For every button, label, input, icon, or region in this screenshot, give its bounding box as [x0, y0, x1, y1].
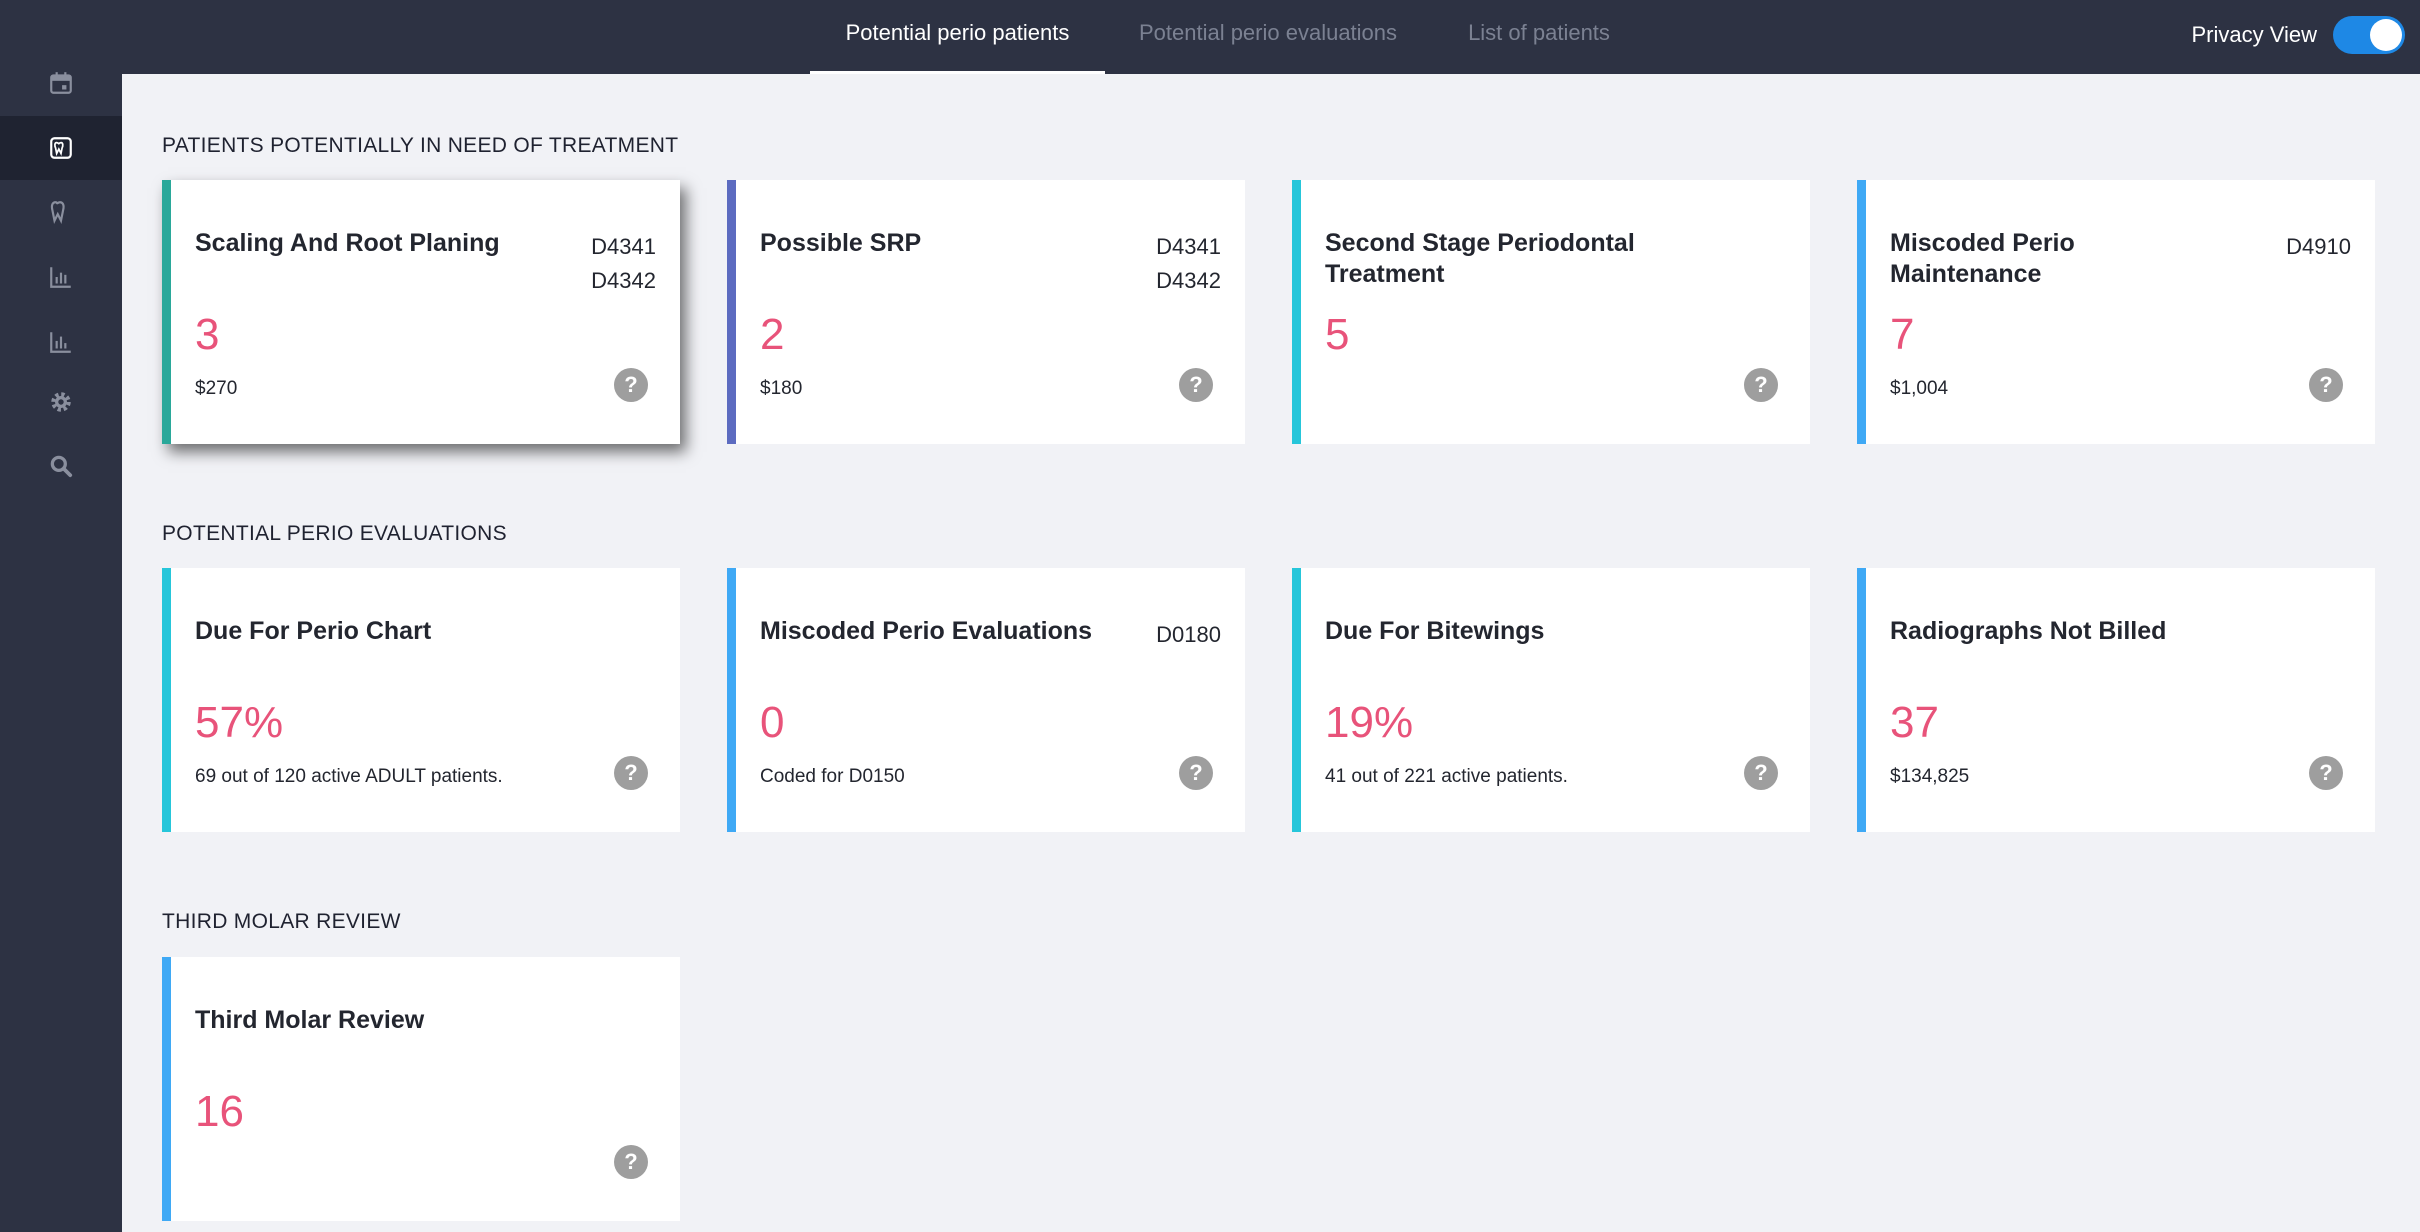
card-subtext: $134,825 — [1890, 766, 1970, 787]
card-subtext: 69 out of 120 active ADULT patients. — [195, 766, 503, 787]
procedure-code: D4342 — [1156, 268, 1221, 293]
help-icon[interactable]: ? — [614, 756, 648, 790]
section-title-treatment: PATIENTS POTENTIALLY IN NEED OF TREATMEN… — [162, 134, 679, 157]
tooth-chart-icon — [50, 137, 72, 159]
card-due-for-perio-chart[interactable]: Due For Perio Chart 57% 69 out of 120 ac… — [162, 568, 680, 832]
sidebar-item-search[interactable] — [0, 434, 122, 498]
card-scaling-root-planing[interactable]: Scaling And Root Planing D4341 D4342 3 $… — [162, 180, 680, 444]
sidebar-item-tooth[interactable] — [0, 180, 122, 244]
help-icon[interactable]: ? — [2309, 368, 2343, 402]
toggle-knob — [2370, 19, 2402, 51]
search-icon — [50, 455, 73, 478]
privacy-view-label: Privacy View — [2191, 22, 2317, 47]
card-radiographs-not-billed[interactable]: Radiographs Not Billed 37 $134,825 ? — [1857, 568, 2375, 832]
card-title: Second Stage Periodontal Treatment — [1325, 229, 1635, 288]
card-value: 7 — [1890, 310, 1915, 359]
gear-icon — [51, 392, 71, 412]
section-title-third-molar: THIRD MOLAR REVIEW — [162, 910, 401, 933]
card-subtext: 41 out of 221 active patients. — [1325, 766, 1568, 787]
sidebar-item-analytics[interactable] — [0, 310, 122, 374]
help-icon[interactable]: ? — [1744, 756, 1778, 790]
tab-potential-perio-patients[interactable]: Potential perio patients — [810, 0, 1105, 74]
calendar-icon — [50, 72, 72, 94]
card-value: 2 — [760, 310, 785, 359]
help-icon[interactable]: ? — [614, 368, 648, 402]
sidebar-item-perio[interactable] — [0, 116, 122, 180]
procedure-code: D4341 — [591, 234, 656, 259]
card-value: 37 — [1890, 698, 1939, 747]
procedure-code: D4910 — [2286, 234, 2351, 259]
tab-potential-perio-evaluations[interactable]: Potential perio evaluations — [1138, 20, 1398, 45]
sidebar-item-reports[interactable] — [0, 245, 122, 309]
card-title: Third Molar Review — [195, 1006, 425, 1034]
card-value: 0 — [760, 698, 785, 747]
card-miscoded-perio-maintenance[interactable]: Miscoded Perio Maintenance D4910 7 $1,00… — [1857, 180, 2375, 444]
card-second-stage-periodontal[interactable]: Second Stage Periodontal Treatment 5 ? — [1292, 180, 1810, 444]
help-icon[interactable]: ? — [2309, 756, 2343, 790]
card-due-for-bitewings[interactable]: Due For Bitewings 19% 41 out of 221 acti… — [1292, 568, 1810, 832]
procedure-code: D0180 — [1156, 622, 1221, 647]
card-title: Possible SRP — [760, 229, 922, 257]
procedure-code: D4342 — [591, 268, 656, 293]
card-codes: D4341 D4342 — [591, 230, 656, 298]
card-title: Due For Perio Chart — [195, 617, 432, 645]
card-codes: D4910 — [2286, 230, 2351, 264]
card-title: Miscoded Perio Evaluations — [760, 617, 1093, 645]
card-value: 3 — [195, 310, 220, 359]
help-icon[interactable]: ? — [1179, 756, 1213, 790]
card-value: 16 — [195, 1087, 244, 1136]
help-icon[interactable]: ? — [1179, 368, 1213, 402]
help-icon[interactable]: ? — [1744, 368, 1778, 402]
card-title: Radiographs Not Billed — [1890, 617, 2167, 645]
bar-chart-icon — [50, 267, 71, 288]
sidebar-item-settings[interactable] — [0, 370, 122, 434]
card-title: Due For Bitewings — [1325, 617, 1545, 645]
privacy-view-control: Privacy View — [2191, 16, 2405, 54]
top-bar: Potential perio patients Potential perio… — [122, 0, 2420, 74]
privacy-view-toggle[interactable] — [2333, 16, 2405, 54]
card-value: 57% — [195, 698, 284, 747]
tooth-icon — [50, 201, 65, 224]
card-title: Scaling And Root Planing — [195, 229, 500, 257]
bar-chart-icon — [50, 332, 71, 353]
card-subtext: $180 — [760, 378, 803, 399]
card-value: 19% — [1325, 698, 1414, 747]
card-codes: D4341 D4342 — [1156, 230, 1221, 298]
card-miscoded-perio-evaluations[interactable]: Miscoded Perio Evaluations D0180 0 Coded… — [727, 568, 1245, 832]
card-title: Miscoded Perio Maintenance — [1890, 229, 2075, 288]
procedure-code: D4341 — [1156, 234, 1221, 259]
sidebar — [0, 0, 122, 1232]
help-icon[interactable]: ? — [614, 1145, 648, 1179]
card-value: 5 — [1325, 310, 1350, 359]
card-subtext: $270 — [195, 378, 238, 399]
section-title-evaluations: POTENTIAL PERIO EVALUATIONS — [162, 522, 507, 545]
tab-list-of-patients[interactable]: List of patients — [1468, 20, 1610, 45]
card-subtext: $1,004 — [1890, 378, 1949, 399]
card-third-molar-review[interactable]: Third Molar Review 16 ? — [162, 957, 680, 1221]
card-subtext: Coded for D0150 — [760, 766, 905, 787]
card-codes: D0180 — [1156, 618, 1221, 652]
card-possible-srp[interactable]: Possible SRP D4341 D4342 2 $180 ? — [727, 180, 1245, 444]
sidebar-item-calendar[interactable] — [0, 51, 122, 115]
